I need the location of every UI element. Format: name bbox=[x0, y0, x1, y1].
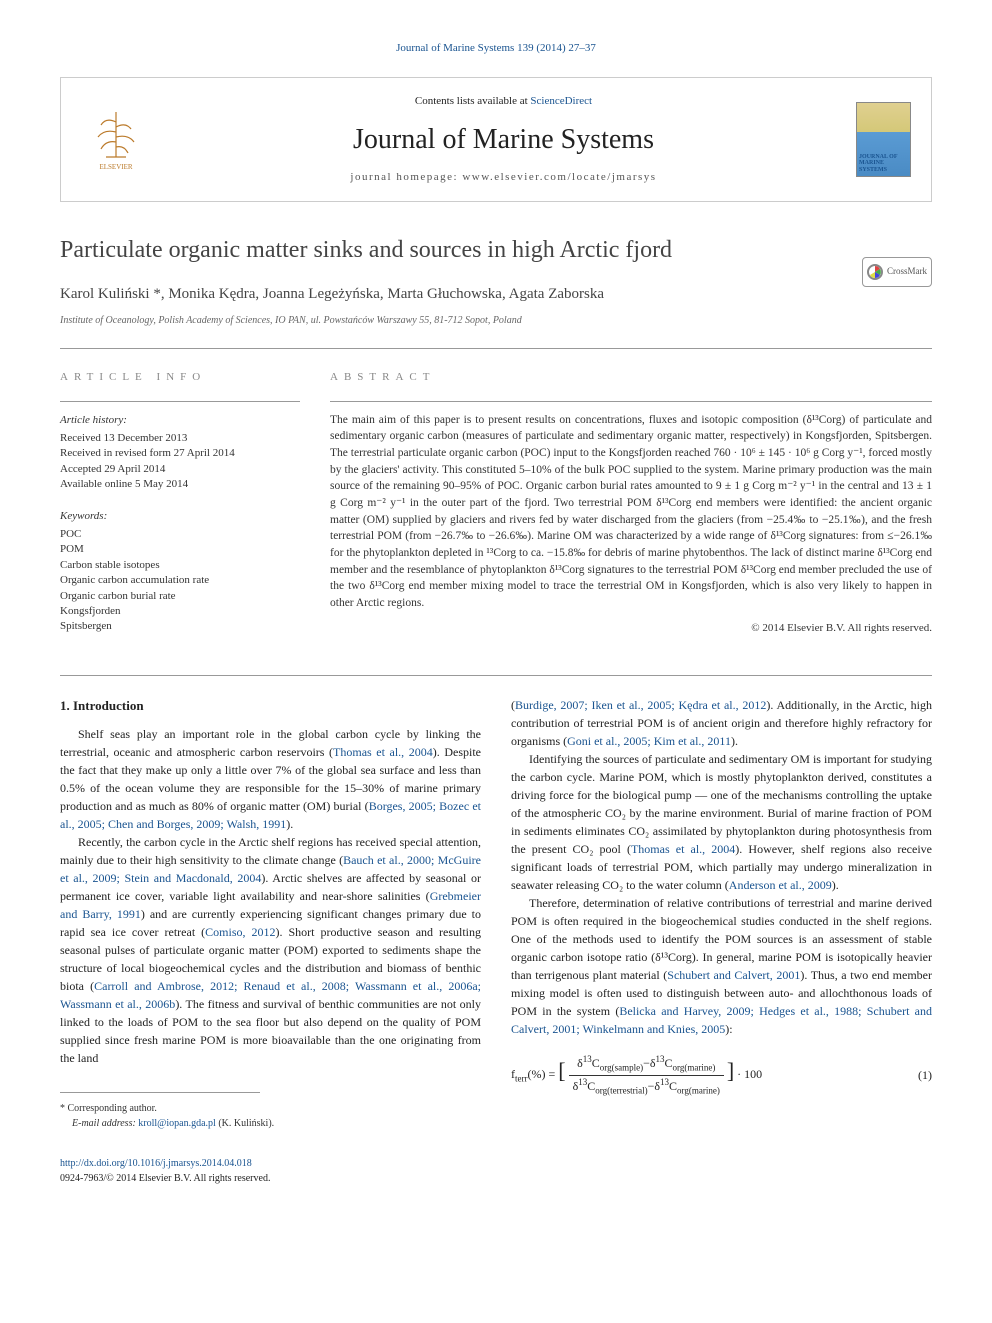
authors-line: Karol Kuliński *, Monika Kędra, Joanna L… bbox=[60, 283, 932, 306]
elsevier-logo: ELSEVIER bbox=[81, 104, 151, 174]
crossmark-badge[interactable]: CrossMark bbox=[862, 257, 932, 287]
doi-link[interactable]: http://dx.doi.org/10.1016/j.jmarsys.2014… bbox=[60, 1158, 252, 1169]
body-left-column: 1. Introduction Shelf seas play an impor… bbox=[60, 696, 481, 1187]
keyword: Organic carbon burial rate bbox=[60, 589, 300, 604]
keyword: Spitsbergen bbox=[60, 619, 300, 634]
email-suffix: (K. Kuliński). bbox=[216, 1118, 274, 1129]
history-line: Received 13 December 2013 bbox=[60, 431, 300, 446]
article-history: Article history: Received 13 December 20… bbox=[60, 412, 300, 493]
abstract-text: The main aim of this paper is to present… bbox=[330, 412, 932, 612]
cover-label: JOURNAL OF MARINE SYSTEMS bbox=[859, 154, 910, 174]
citation-link[interactable]: Thomas et al., 2004 bbox=[333, 745, 433, 759]
abstract-copyright: © 2014 Elsevier B.V. All rights reserved… bbox=[330, 620, 932, 637]
sciencedirect-link[interactable]: ScienceDirect bbox=[530, 95, 592, 107]
email-link[interactable]: kroll@iopan.gda.pl bbox=[138, 1118, 216, 1129]
contents-line: Contents lists available at ScienceDirec… bbox=[151, 93, 856, 110]
doi-block: http://dx.doi.org/10.1016/j.jmarsys.2014… bbox=[60, 1156, 481, 1186]
journal-header-box: ELSEVIER Contents lists available at Sci… bbox=[60, 77, 932, 202]
elsevier-tree-icon: ELSEVIER bbox=[86, 107, 146, 172]
citation-link[interactable]: Anderson et al., 2009 bbox=[729, 878, 832, 892]
equation-number: (1) bbox=[918, 1066, 932, 1084]
journal-cover-thumbnail: JOURNAL OF MARINE SYSTEMS bbox=[856, 102, 911, 177]
history-line: Received in revised form 27 April 2014 bbox=[60, 446, 300, 461]
equation-row: fterr(%) = [ δ13Corg(sample)−δ13Corg(mar… bbox=[511, 1053, 932, 1098]
article-title: Particulate organic matter sinks and sou… bbox=[60, 232, 932, 268]
body-columns: 1. Introduction Shelf seas play an impor… bbox=[60, 696, 932, 1187]
intro-paragraph: Therefore, determination of relative con… bbox=[511, 894, 932, 1038]
divider bbox=[60, 675, 932, 676]
text-span: ): bbox=[725, 1022, 732, 1036]
crossmark-label: CrossMark bbox=[887, 265, 927, 279]
svg-text:ELSEVIER: ELSEVIER bbox=[99, 163, 132, 171]
text-span: Identifying the sources of particulate a… bbox=[511, 752, 932, 856]
journal-name: Journal of Marine Systems bbox=[151, 119, 856, 161]
article-info-column: article info Article history: Received 1… bbox=[60, 369, 300, 650]
intro-heading: 1. Introduction bbox=[60, 696, 481, 716]
citation-link[interactable]: Goni et al., 2005; Kim et al., 2011 bbox=[567, 734, 731, 748]
header-citation: Journal of Marine Systems 139 (2014) 27–… bbox=[60, 40, 932, 57]
body-right-column: (Burdige, 2007; Iken et al., 2005; Kędra… bbox=[511, 696, 932, 1187]
keywords-block: Keywords: POC POM Carbon stable isotopes… bbox=[60, 508, 300, 635]
citation-link[interactable]: Schubert and Calvert, 2001 bbox=[667, 968, 800, 982]
article-info-label: article info bbox=[60, 369, 300, 386]
intro-paragraph: Shelf seas play an important role in the… bbox=[60, 725, 481, 833]
journal-homepage: journal homepage: www.elsevier.com/locat… bbox=[151, 169, 856, 186]
history-heading: Article history: bbox=[60, 412, 300, 429]
affiliation: Institute of Oceanology, Polish Academy … bbox=[60, 313, 932, 328]
equation-1: fterr(%) = [ δ13Corg(sample)−δ13Corg(mar… bbox=[511, 1053, 762, 1098]
header-center: Contents lists available at ScienceDirec… bbox=[151, 93, 856, 186]
abstract-label: abstract bbox=[330, 369, 932, 386]
info-divider bbox=[60, 401, 300, 402]
history-line: Available online 5 May 2014 bbox=[60, 477, 300, 492]
text-span: ). bbox=[286, 817, 293, 831]
keywords-heading: Keywords: bbox=[60, 508, 300, 525]
crossmark-icon bbox=[867, 264, 883, 280]
keyword: Kongsfjorden bbox=[60, 604, 300, 619]
corresponding-author: * Corresponding author. bbox=[60, 1101, 481, 1116]
text-span: ). bbox=[731, 734, 738, 748]
citation-link[interactable]: Comiso, 2012 bbox=[205, 925, 275, 939]
contents-prefix: Contents lists available at bbox=[415, 95, 530, 107]
history-line: Accepted 29 April 2014 bbox=[60, 462, 300, 477]
citation-link[interactable]: Thomas et al., 2004 bbox=[631, 842, 735, 856]
keyword: Organic carbon accumulation rate bbox=[60, 573, 300, 588]
keyword: POC bbox=[60, 527, 300, 542]
footer-separator bbox=[60, 1092, 260, 1093]
email-label: E-mail address: bbox=[72, 1118, 138, 1129]
email-line: E-mail address: kroll@iopan.gda.pl (K. K… bbox=[72, 1116, 481, 1131]
keyword: POM bbox=[60, 542, 300, 557]
intro-paragraph-cont: (Burdige, 2007; Iken et al., 2005; Kędra… bbox=[511, 696, 932, 750]
info-abstract-row: article info Article history: Received 1… bbox=[60, 369, 932, 650]
abstract-divider bbox=[330, 401, 932, 402]
text-span: ). bbox=[832, 878, 839, 892]
keyword: Carbon stable isotopes bbox=[60, 558, 300, 573]
divider bbox=[60, 348, 932, 349]
issn-line: 0924-7963/© 2014 Elsevier B.V. All right… bbox=[60, 1173, 270, 1184]
intro-paragraph: Identifying the sources of particulate a… bbox=[511, 750, 932, 894]
intro-paragraph: Recently, the carbon cycle in the Arctic… bbox=[60, 833, 481, 1067]
abstract-column: abstract The main aim of this paper is t… bbox=[330, 369, 932, 650]
citation-link[interactable]: Burdige, 2007; Iken et al., 2005; Kędra … bbox=[515, 698, 766, 712]
